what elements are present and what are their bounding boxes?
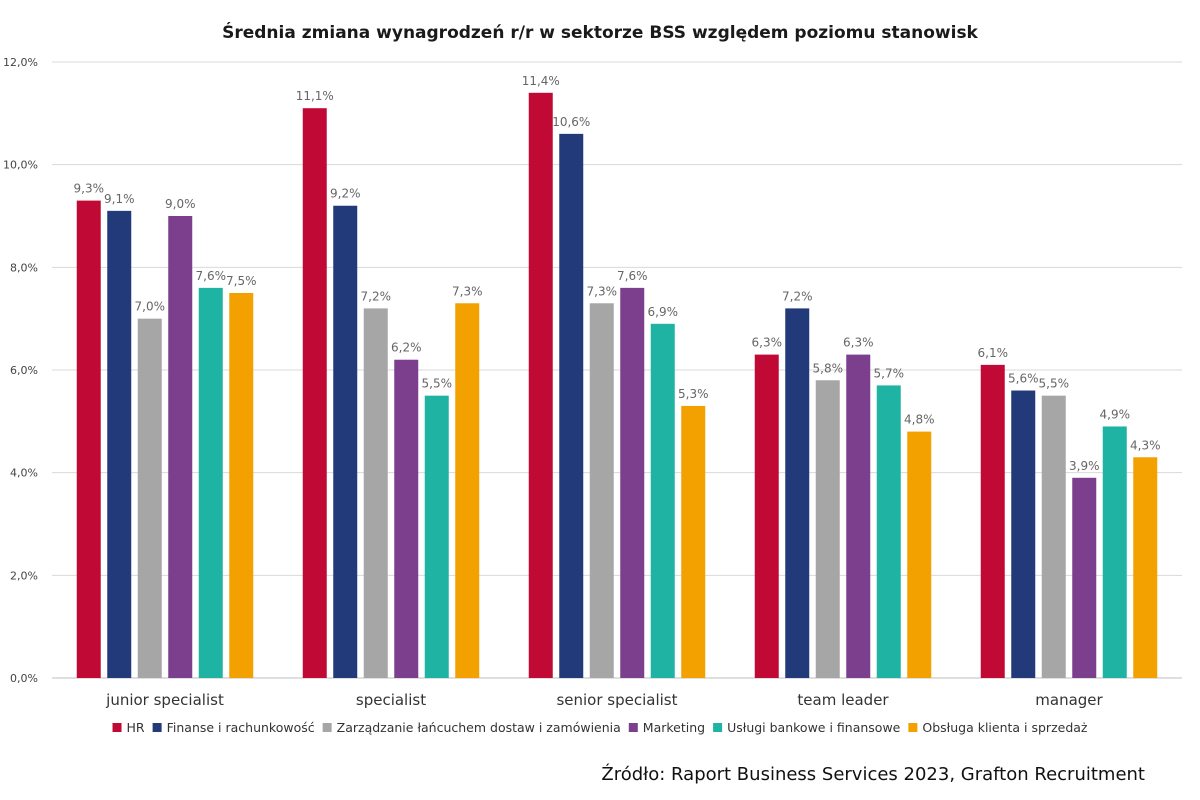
- legend-label: Obsługa klienta i sprzedaż: [922, 720, 1088, 735]
- y-tick-label: 8,0%: [10, 261, 38, 274]
- data-label: 6,9%: [648, 305, 679, 319]
- data-label: 5,6%: [1008, 372, 1039, 386]
- bar: [1133, 457, 1158, 678]
- data-label: 5,5%: [422, 377, 453, 391]
- bar: [528, 92, 553, 679]
- y-tick-label: 0,0%: [10, 672, 38, 685]
- legend-swatch: [908, 723, 918, 732]
- legend-swatch: [152, 723, 162, 732]
- data-label: 9,3%: [74, 182, 105, 196]
- legend-item: Finanse i rachunkowość: [152, 720, 315, 735]
- legend-item: Obsługa klienta i sprzedaż: [908, 720, 1088, 735]
- bar: [137, 318, 162, 678]
- data-label: 7,0%: [135, 300, 166, 314]
- bar: [815, 380, 840, 678]
- x-axis-ticks: junior specialist specialist senior specia…: [105, 691, 1103, 709]
- data-label: 4,3%: [1130, 438, 1161, 452]
- bars: [76, 92, 1158, 679]
- data-label: 7,5%: [226, 274, 257, 288]
- bar: [980, 364, 1005, 678]
- data-label: 5,8%: [813, 361, 844, 375]
- legend-item: Marketing: [628, 720, 705, 735]
- bar: [76, 200, 101, 678]
- data-label: 7,6%: [196, 269, 227, 283]
- bar: [424, 395, 449, 678]
- bar: [1041, 395, 1066, 678]
- bar: [455, 303, 480, 678]
- x-tick-label: specialist: [356, 691, 426, 709]
- bar: [589, 303, 614, 678]
- bar: [785, 308, 810, 678]
- data-label: 5,5%: [1039, 377, 1070, 391]
- bar: [846, 354, 871, 678]
- data-label: 9,1%: [104, 192, 135, 206]
- bar: [168, 216, 193, 678]
- data-label: 11,1%: [296, 89, 334, 103]
- legend-item: Zarządzanie łańcuchem dostaw i zamówieni…: [322, 720, 621, 735]
- legend: HR Finanse i rachunkowość Zarządzanie łańc…: [112, 720, 1088, 735]
- y-axis-ticks: 0,0% 2,0% 4,0% 6,0% 8,0% 10,0% 12,0%: [3, 56, 38, 685]
- bar: [907, 431, 932, 678]
- data-label: 6,2%: [391, 341, 422, 355]
- bar: [559, 133, 584, 678]
- data-label: 4,9%: [1100, 407, 1131, 421]
- y-tick-label: 2,0%: [10, 569, 38, 582]
- data-label: 3,9%: [1069, 459, 1100, 473]
- bar: [1102, 426, 1127, 678]
- data-label: 9,2%: [330, 187, 361, 201]
- bar: [876, 385, 901, 678]
- legend-swatch: [628, 723, 638, 732]
- legend-item: Usługi bankowe i finansowe: [713, 720, 901, 735]
- data-label: 7,2%: [361, 289, 392, 303]
- data-labels: 9,3%9,1%7,0%9,0%7,6% 7,5%11,1%9,2%7,2%6,2…: [74, 74, 1161, 473]
- x-tick-label: senior specialist: [556, 691, 677, 709]
- data-label: 5,3%: [678, 387, 709, 401]
- data-label: 9,0%: [165, 197, 196, 211]
- y-tick-label: 6,0%: [10, 364, 38, 377]
- bar: [754, 354, 779, 678]
- x-tick-label: manager: [1035, 691, 1103, 709]
- legend-label: HR: [127, 720, 145, 735]
- y-tick-label: 12,0%: [3, 56, 38, 69]
- legend-item: HR: [112, 720, 145, 735]
- bar: [363, 308, 388, 678]
- legend-label: Marketing: [643, 720, 705, 735]
- source-note: Źródło: Raport Business Services 2023, G…: [601, 763, 1145, 785]
- data-label: 7,3%: [587, 284, 618, 298]
- legend-swatch: [713, 723, 723, 732]
- data-label: 5,7%: [874, 366, 905, 380]
- data-label: 6,1%: [978, 346, 1009, 360]
- legend-label: Finanse i rachunkowość: [167, 720, 315, 735]
- data-label: 7,6%: [617, 269, 648, 283]
- legend-swatch: [322, 723, 332, 732]
- bar: [681, 405, 706, 678]
- bar: [650, 323, 675, 678]
- y-tick-label: 10,0%: [3, 159, 38, 172]
- x-tick-label: team leader: [797, 691, 889, 709]
- y-tick-label: 4,0%: [10, 467, 38, 480]
- bar: [302, 108, 327, 678]
- bar: [107, 210, 132, 678]
- data-label: 6,3%: [843, 336, 874, 350]
- legend-swatch: [112, 723, 122, 732]
- data-label: 10,6%: [552, 115, 590, 129]
- data-label: 4,8%: [904, 413, 935, 427]
- bar: [620, 287, 645, 678]
- bar: [1072, 477, 1097, 678]
- legend-label: Usługi bankowe i finansowe: [727, 720, 901, 735]
- bar: [394, 359, 419, 678]
- chart-title: Średnia zmiana wynagrodzeń r/r w sektorz…: [222, 21, 978, 43]
- data-label: 7,3%: [452, 284, 483, 298]
- x-tick-label: junior specialist: [105, 691, 224, 709]
- bar: [333, 205, 358, 678]
- bar: [198, 287, 223, 678]
- bar: [1011, 390, 1036, 678]
- data-label: 6,3%: [752, 336, 783, 350]
- data-label: 7,2%: [782, 289, 813, 303]
- bar: [229, 293, 254, 678]
- data-label: 11,4%: [522, 74, 560, 88]
- legend-label: Zarządzanie łańcuchem dostaw i zamówieni…: [337, 720, 621, 735]
